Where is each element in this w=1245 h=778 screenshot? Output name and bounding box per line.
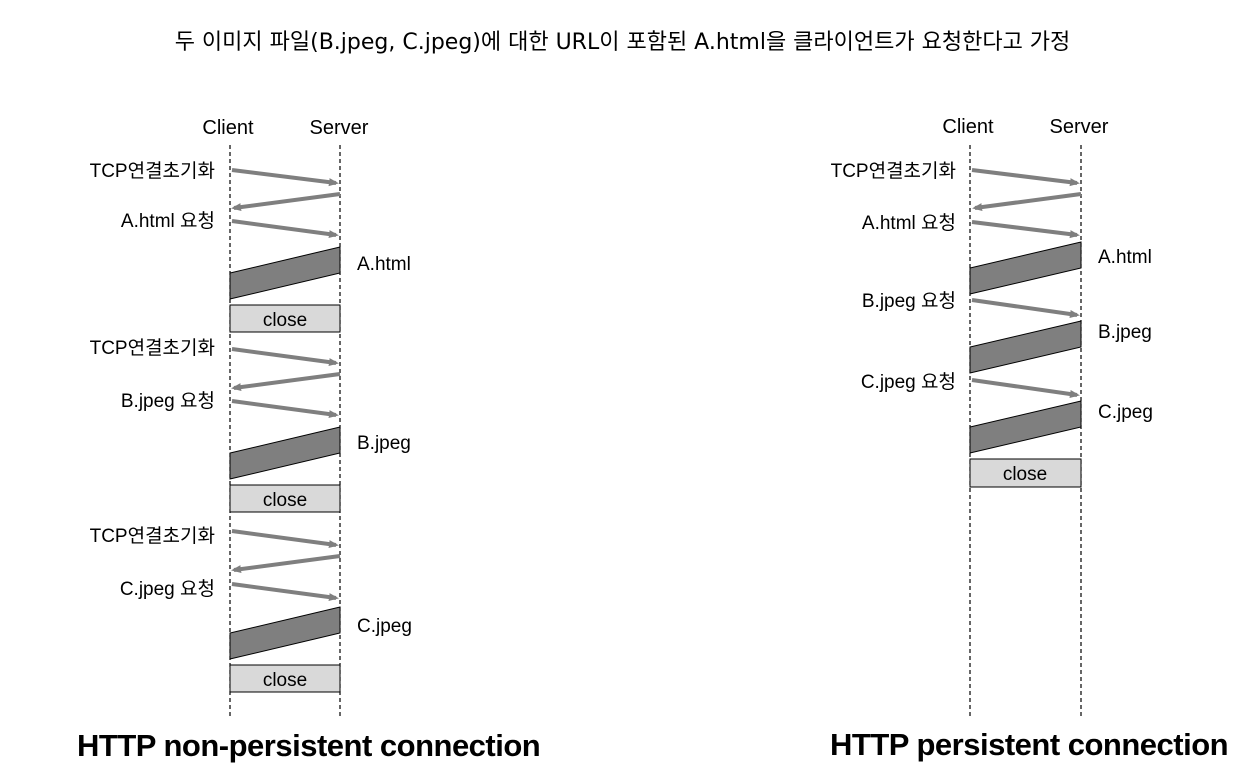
p-step-c: C.jpeg 요청 C.jpeg: [861, 371, 1153, 454]
request-label: B.jpeg 요청: [862, 290, 956, 312]
p-step-b: B.jpeg 요청 B.jpeg: [862, 290, 1152, 374]
np-step-c: TCP연결초기화 C.jpeg 요청 C.jpeg close: [90, 525, 412, 693]
close-box: [229, 484, 341, 513]
server-label: Server: [310, 117, 369, 139]
close-label: close: [1003, 464, 1047, 485]
syn-arrow: [231, 347, 339, 367]
close-box: [229, 664, 341, 693]
response-label: A.html: [1098, 247, 1152, 268]
syn-arrow: [231, 529, 339, 549]
response-block: [229, 246, 341, 300]
syn-ack-arrow: [972, 192, 1082, 212]
request-arrow: [231, 582, 339, 602]
p-step-a: A.html 요청 A.html: [862, 212, 1152, 295]
syn-ack-arrow: [231, 372, 341, 392]
syn-arrow: [971, 168, 1080, 187]
np-step-b: TCP연결초기화 B.jpeg 요청 B.jpeg close: [90, 337, 411, 513]
response-block: [969, 400, 1082, 454]
response-label: B.jpeg: [1098, 322, 1152, 343]
request-arrow: [971, 298, 1080, 318]
non-persistent-diagram: Client Server TCP연결초기화 A.html 요청 A.html …: [90, 117, 412, 716]
response-block: [229, 606, 341, 660]
syn-ack-arrow: [231, 554, 341, 574]
response-label: C.jpeg: [357, 616, 412, 637]
np-step-a: TCP연결초기화 A.html 요청 A.html close: [90, 160, 411, 333]
close-label: close: [263, 490, 307, 511]
request-label: C.jpeg 요청: [120, 578, 215, 600]
response-label: C.jpeg: [1098, 402, 1153, 423]
page-title: 두 이미지 파일(B.jpeg, C.jpeg)에 대한 URL이 포함된 A.…: [174, 30, 1071, 55]
client-label: Client: [202, 117, 254, 139]
response-label: B.jpeg: [357, 433, 411, 454]
syn-ack-arrow: [231, 192, 341, 212]
response-block: [969, 320, 1082, 374]
request-label: C.jpeg 요청: [861, 371, 956, 393]
close-box: [969, 458, 1082, 488]
client-label: Client: [942, 116, 994, 138]
response-block: [969, 241, 1082, 295]
server-label: Server: [1050, 116, 1109, 138]
syn-arrow: [231, 168, 339, 187]
tcp-init-label: TCP연결초기화: [90, 525, 215, 547]
response-label: A.html: [357, 254, 411, 275]
request-arrow: [231, 399, 339, 419]
tcp-init-label: TCP연결초기화: [90, 160, 215, 182]
request-arrow: [971, 220, 1080, 239]
close-label: close: [263, 310, 307, 331]
tcp-init-label: TCP연결초기화: [90, 337, 215, 359]
close-box: [229, 304, 341, 333]
persistent-caption: HTTP persistent connection: [830, 727, 1229, 762]
request-label: A.html 요청: [121, 210, 215, 232]
non-persistent-caption: HTTP non-persistent connection: [77, 728, 541, 763]
request-label: B.jpeg 요청: [121, 390, 215, 412]
response-block: [229, 426, 341, 480]
request-arrow: [971, 378, 1080, 398]
request-label: A.html 요청: [862, 212, 956, 234]
request-arrow: [231, 219, 339, 239]
close-label: close: [263, 670, 307, 691]
persistent-diagram: Client Server TCP연결초기화 A.html 요청 A.html …: [831, 116, 1153, 716]
tcp-init-label: TCP연결초기화: [831, 160, 956, 182]
